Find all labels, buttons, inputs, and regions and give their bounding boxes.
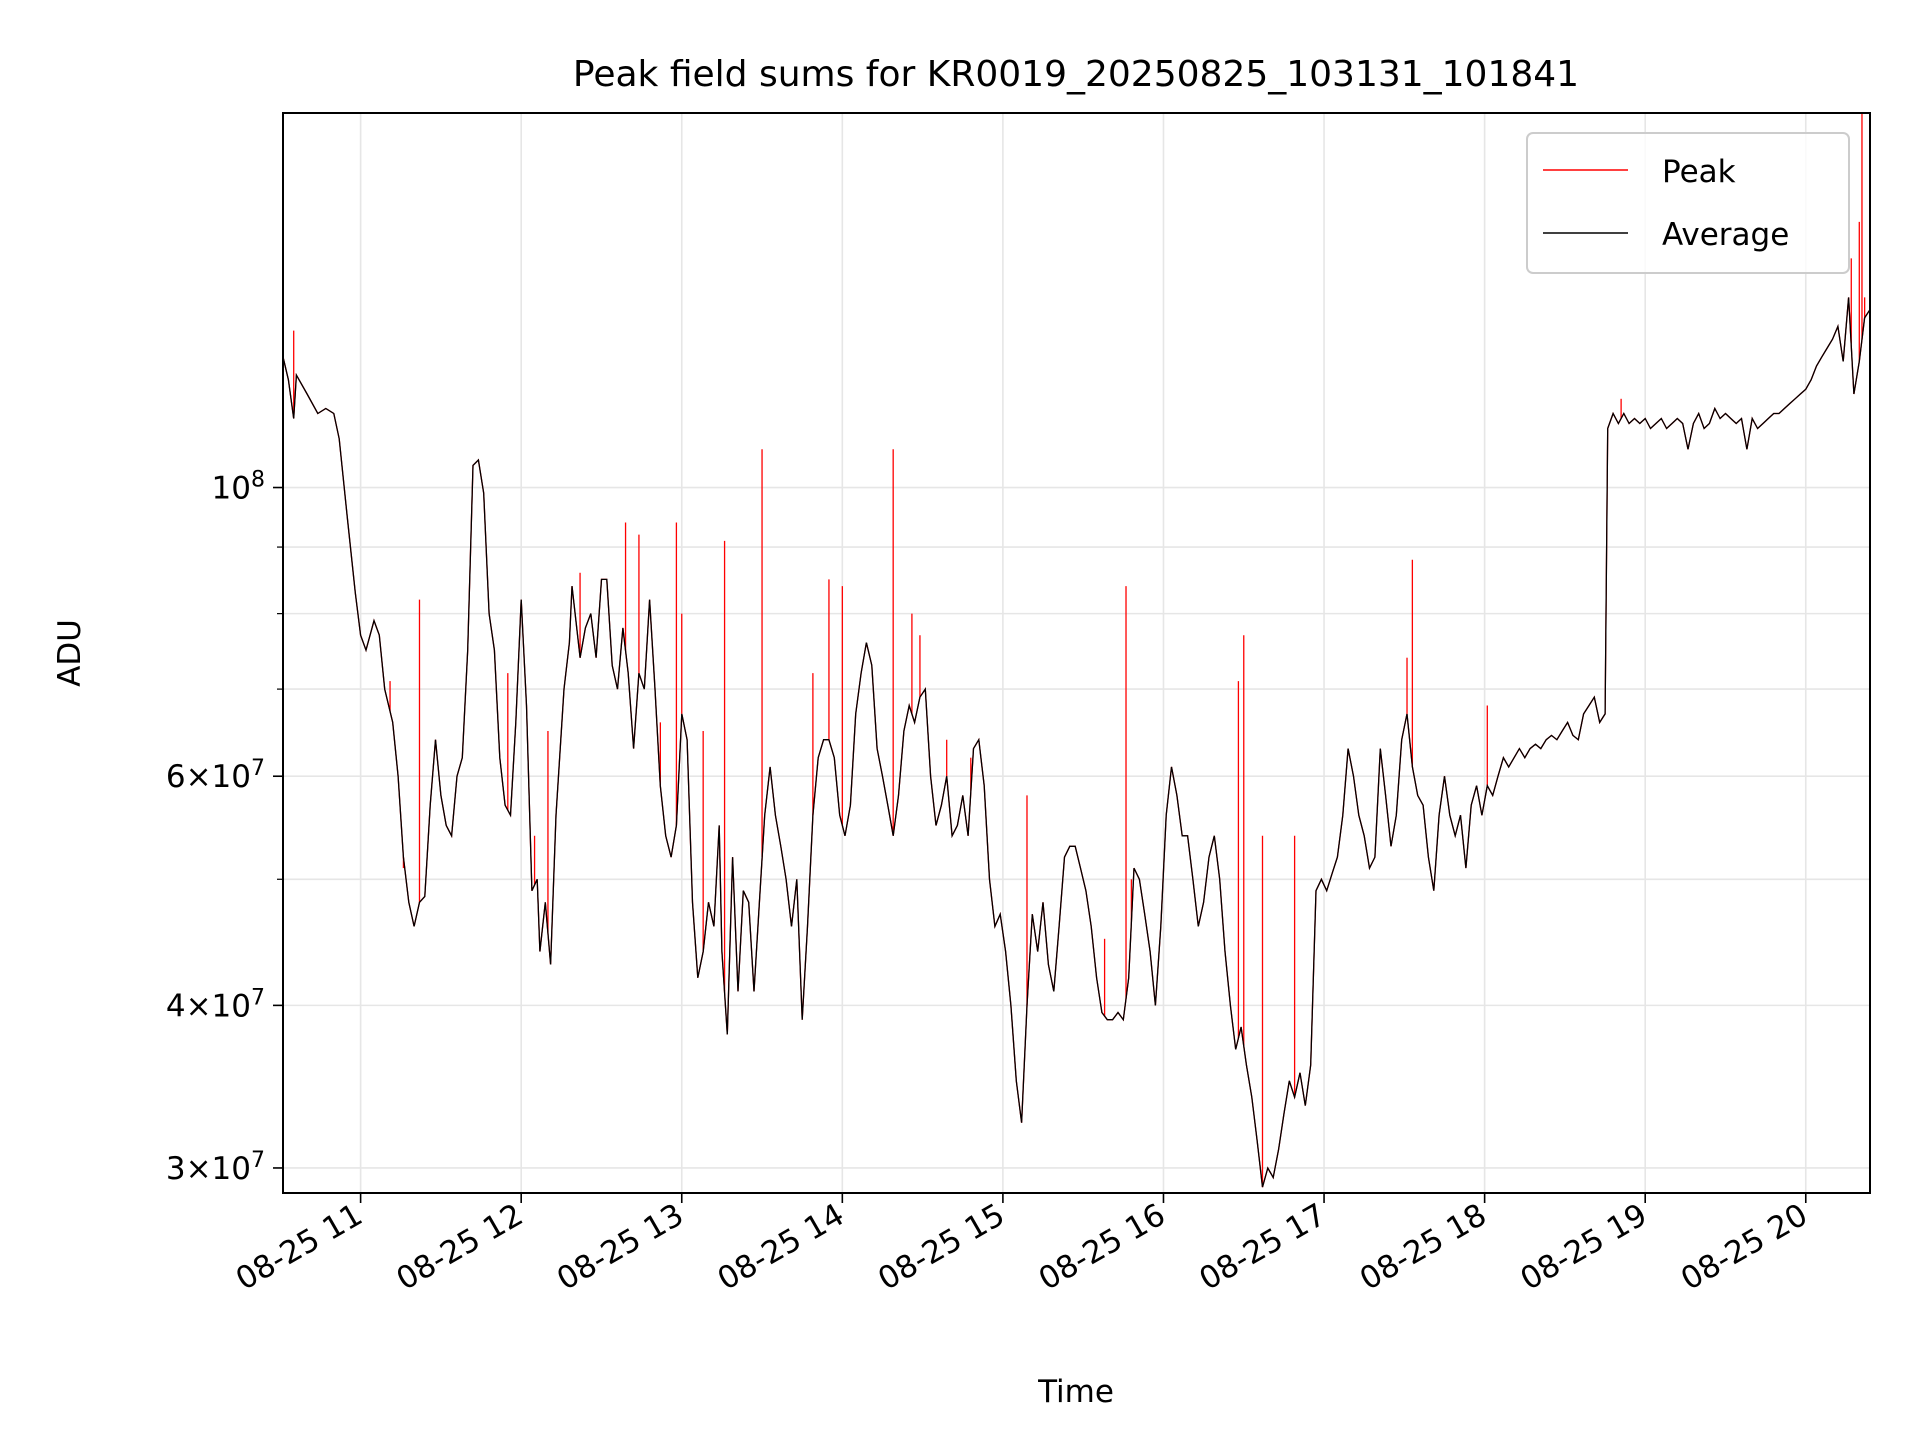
y-tick-label: 108: [212, 468, 265, 507]
y-axis: 108 6×107 4×107 3×107: [166, 468, 283, 1187]
y-axis-label: ADU: [52, 619, 88, 687]
legend-box: [1526, 132, 1850, 274]
y-tick-label: 3×107: [166, 1148, 265, 1187]
legend-peak-label: Peak: [1662, 154, 1736, 190]
plot-frame: [282, 112, 1871, 1194]
chart-title: Peak field sums for KR0019_20250825_1031…: [573, 54, 1579, 95]
y-tick-label: 6×107: [166, 756, 265, 795]
y-tick-label: 4×107: [166, 985, 265, 1024]
series-layer: [283, 113, 1870, 1188]
legend: Peak Average: [1526, 132, 1850, 274]
legend-average-label: Average: [1662, 217, 1789, 253]
average-series-line: [283, 297, 1870, 1188]
grid: [283, 113, 1870, 1193]
x-axis-label: Time: [1037, 1374, 1114, 1410]
